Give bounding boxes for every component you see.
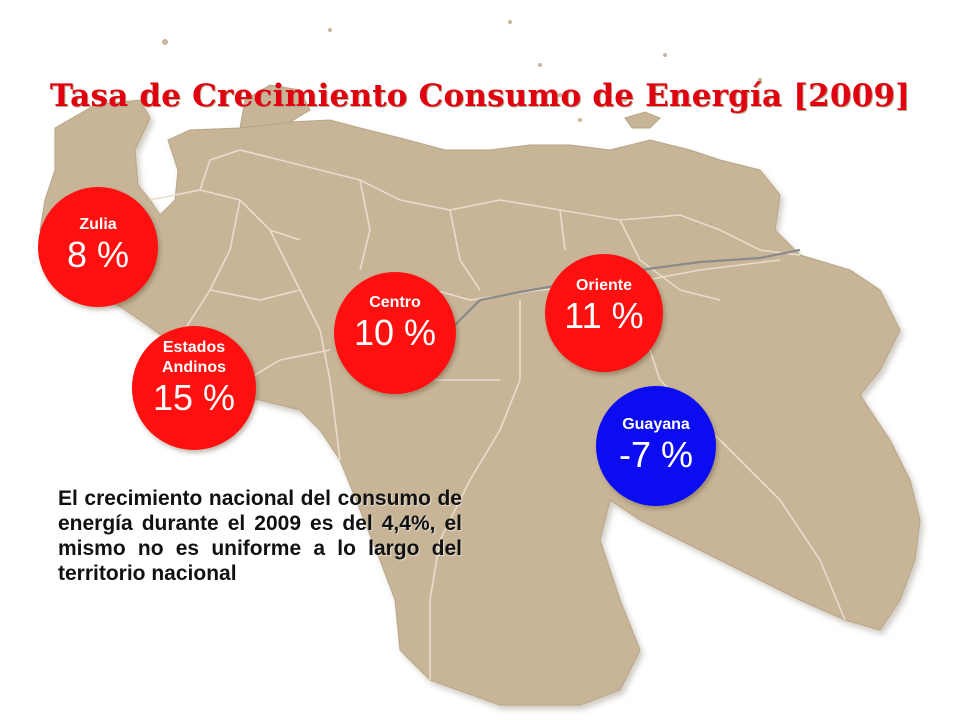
region-label: Andinos: [162, 359, 226, 376]
region-label: Guayana: [622, 416, 690, 433]
region-value: 15 %: [152, 377, 236, 418]
summary-text: El crecimiento nacional del consumo de e…: [58, 487, 462, 585]
region-value: 11 %: [564, 295, 644, 336]
region-label: Estados: [162, 339, 226, 356]
region-value: -7 %: [618, 434, 694, 475]
region-label: Zulia: [79, 216, 117, 233]
region-bubble-centro: Centro 10 %: [334, 272, 456, 394]
region-bubble-andinos: Estados Andinos 15 %: [132, 326, 256, 450]
region-label: Oriente: [575, 277, 632, 294]
region-label: Centro: [369, 294, 421, 311]
map-title: Tasa de Crecimiento Consumo de Energía […: [49, 78, 911, 114]
state-borders: [149, 149, 846, 680]
region-value: 10 %: [353, 312, 437, 353]
region-bubble-guayana: Guayana -7 %: [596, 386, 716, 506]
map-peninsula: [239, 84, 311, 129]
map-island: [624, 111, 661, 129]
islands: [162, 20, 762, 122]
region-bubble-oriente: Oriente 11 %: [545, 254, 663, 372]
region-value: 8 %: [66, 234, 130, 275]
region-bubble-zulia: Zulia 8 %: [38, 187, 158, 307]
